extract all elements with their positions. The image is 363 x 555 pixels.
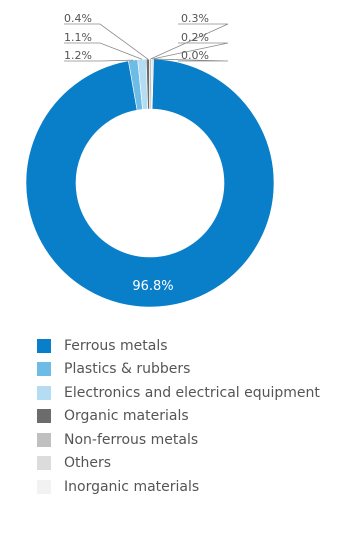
data-label-others: 0.2% <box>181 31 209 44</box>
legend-swatch-plastics-rubbers <box>37 362 51 377</box>
legend-swatch-non-ferrous-metals <box>37 432 51 447</box>
legend-label-plastics-rubbers: Plastics & rubbers <box>64 361 191 378</box>
legend-label-ferrous-metals: Ferrous metals <box>64 337 168 354</box>
data-label-inorganic-materials: 0.0% <box>181 49 209 62</box>
legend-swatch-electronics <box>37 385 51 400</box>
legend-swatch-organic-materials <box>37 409 51 424</box>
donut-chart-svg: 96.8% 0.4% 1.1% 1.2% 0.3% 0.2% 0.0% <box>25 12 275 308</box>
leader-line-electronics-and-electrical-equipment <box>64 42 143 60</box>
leader-line-inorganic-materials <box>153 58 229 62</box>
legend-label-organic-materials: Organic materials <box>64 408 189 425</box>
legend-label-electronics: Electronics and electrical equipment <box>64 384 320 401</box>
legend-label-others: Others <box>64 455 112 472</box>
legend-item-plastics-rubbers: Plastics & rubbers <box>37 358 363 382</box>
leader-line-plastics-rubbers <box>64 59 134 62</box>
data-label-ferrous-metals: 96.8% <box>132 279 173 294</box>
legend-swatch-inorganic-materials <box>37 479 51 494</box>
legend-item-organic-materials: Organic materials <box>37 405 363 429</box>
legend-item-non-ferrous-metals: Non-ferrous metals <box>37 428 363 452</box>
data-label-non-ferrous-metals: 0.3% <box>181 12 209 25</box>
legend-item-electronics: Electronics and electrical equipment <box>37 381 363 405</box>
data-label-electronics-and-electrical-equipment: 1.1% <box>64 31 92 44</box>
legend-swatch-ferrous-metals <box>37 338 51 353</box>
leader-line-non-ferrous-metals <box>150 23 229 60</box>
donut-chart: 96.8% 0.4% 1.1% 1.2% 0.3% 0.2% 0.0% <box>25 12 275 308</box>
data-label-plastics-rubbers: 1.2% <box>64 49 92 62</box>
donut-slice-ferrous-metals <box>25 58 275 308</box>
legend-label-non-ferrous-metals: Non-ferrous metals <box>64 431 199 448</box>
leader-line-others <box>152 42 229 60</box>
data-label-organic-materials: 0.4% <box>64 12 92 25</box>
legend-item-inorganic-materials: Inorganic materials <box>37 475 363 499</box>
chart-legend: Ferrous metals Plastics & rubbers Electr… <box>37 334 363 499</box>
legend-swatch-others <box>37 456 51 471</box>
leader-line-organic-materials <box>64 23 149 60</box>
legend-item-others: Others <box>37 452 363 476</box>
legend-label-inorganic-materials: Inorganic materials <box>64 478 200 495</box>
legend-item-ferrous-metals: Ferrous metals <box>37 334 363 358</box>
